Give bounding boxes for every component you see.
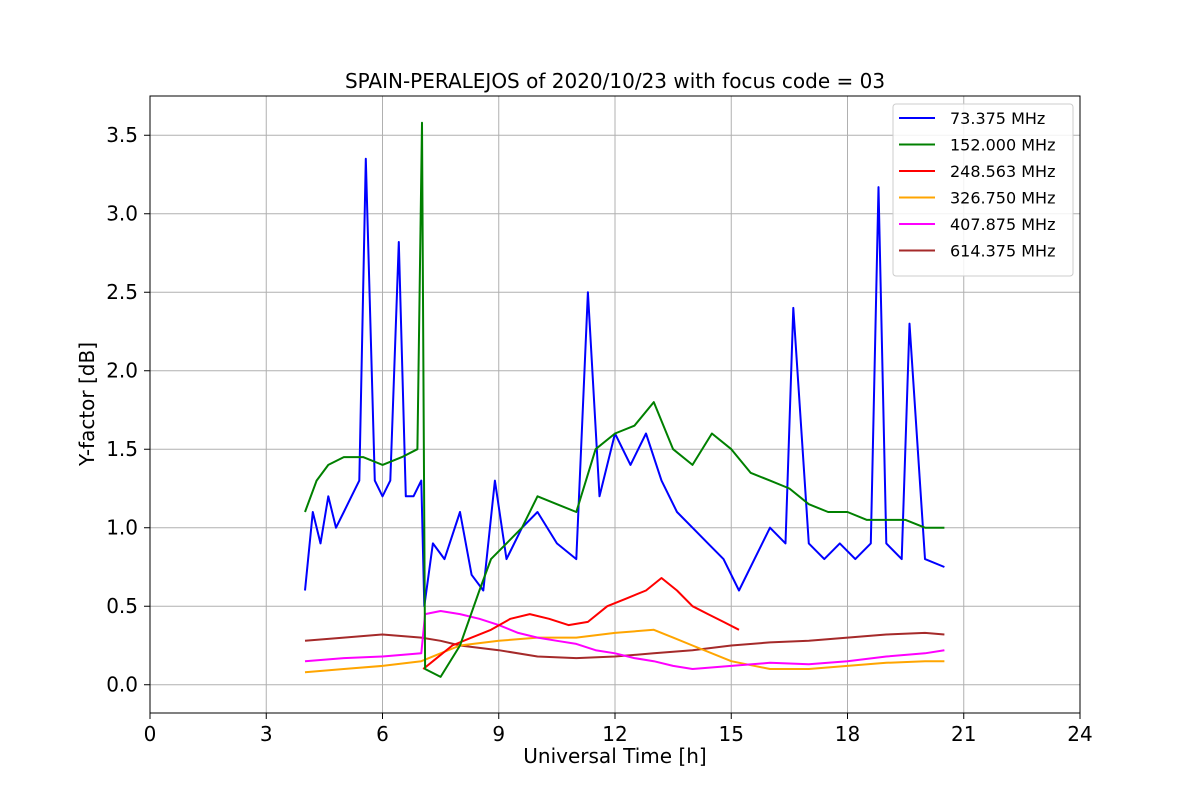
x-axis-label: Universal Time [h] — [523, 744, 706, 768]
x-tick-label: 15 — [719, 722, 744, 746]
y-tick-label: 2.5 — [106, 280, 138, 304]
y-tick-label: 1.5 — [106, 437, 138, 461]
x-tick-label: 21 — [951, 722, 976, 746]
y-tick-label: 3.0 — [106, 202, 138, 226]
x-tick-label: 12 — [602, 722, 627, 746]
y-axis: 0.0 0.5 1.0 1.5 2.0 2.5 3.0 3.5 — [106, 123, 150, 697]
series-layer — [304, 121, 945, 678]
series-line-2 — [422, 577, 740, 670]
series-line-1 — [304, 121, 945, 678]
x-tick-label: 0 — [144, 722, 157, 746]
x-tick-label: 9 — [492, 722, 505, 746]
chart-title: SPAIN-PERALEJOS of 2020/10/23 with focus… — [345, 69, 885, 93]
legend-box — [892, 103, 1074, 277]
y-tick-label: 0.0 — [106, 673, 138, 697]
y-tick-label: 2.0 — [106, 359, 138, 383]
x-tick-label: 6 — [376, 722, 389, 746]
legend-label: 326.750 MHz — [950, 189, 1055, 208]
y-axis-label: Y-factor [dB] — [75, 342, 99, 467]
legend-label: 152.000 MHz — [950, 136, 1055, 155]
legend-label: 407.875 MHz — [950, 215, 1055, 234]
series-line-4 — [304, 610, 945, 670]
series-line-0 — [304, 157, 945, 608]
series-line-5 — [304, 631, 945, 660]
x-tick-label: 18 — [835, 722, 860, 746]
legend-label: 248.563 MHz — [950, 162, 1055, 181]
legend: 73.375 MHz 152.000 MHz 248.563 MHz 326.750 … — [892, 103, 1074, 277]
y-tick-label: 1.0 — [106, 516, 138, 540]
x-tick-label: 3 — [260, 722, 273, 746]
x-tick-label: 24 — [1067, 722, 1092, 746]
y-tick-label: 0.5 — [106, 594, 138, 618]
legend-label: 73.375 MHz — [950, 109, 1045, 128]
y-tick-label: 3.5 — [106, 123, 138, 147]
legend-label: 614.375 MHz — [950, 242, 1055, 261]
x-axis: 0 3 6 9 12 15 18 21 24 — [144, 713, 1093, 746]
